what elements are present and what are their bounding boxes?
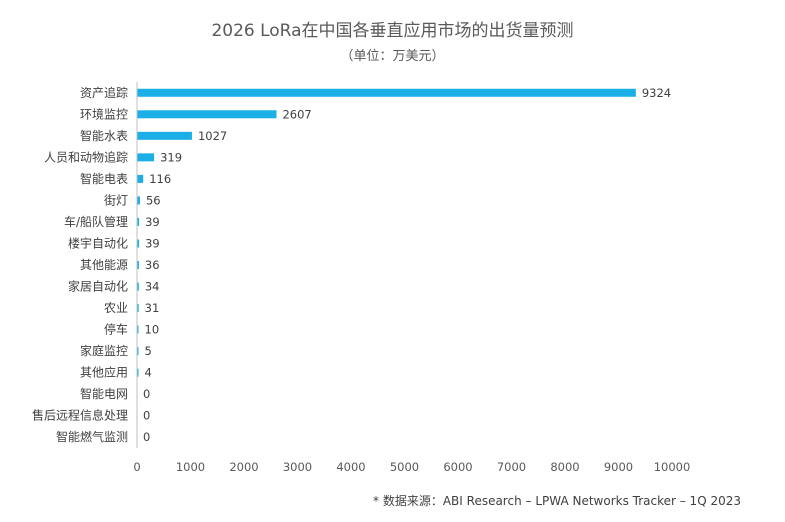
bar — [137, 282, 139, 291]
bar — [137, 217, 140, 226]
data-label: 1027 — [198, 129, 227, 143]
category-label: 农业 — [104, 301, 128, 315]
category-label: 楼宇自动化 — [68, 235, 128, 250]
x-tick-label: 7000 — [497, 460, 526, 474]
data-label: 10 — [145, 323, 160, 337]
category-label: 车/船队管理 — [64, 214, 128, 229]
bar — [137, 261, 139, 269]
bar — [137, 153, 155, 162]
bar — [137, 196, 140, 205]
x-tick-label: 8000 — [550, 460, 579, 474]
category-label: 售后远程信息处理 — [32, 408, 128, 423]
chart-subtitle: （单位：万美元） — [340, 49, 445, 64]
x-tick-label: 9000 — [604, 460, 633, 474]
data-label: 39 — [145, 236, 160, 250]
data-label: 39 — [145, 215, 160, 229]
data-label: 34 — [145, 280, 160, 294]
data-source-note: * 数据来源：ABI Research – LPWA Networks Trac… — [373, 494, 741, 508]
data-label: 0 — [143, 430, 150, 444]
bar — [137, 110, 277, 119]
data-label: 4 — [145, 366, 152, 380]
data-label: 56 — [146, 193, 161, 207]
data-label: 36 — [145, 258, 160, 272]
x-tick-label: 6000 — [443, 460, 472, 474]
bar — [137, 304, 139, 313]
data-label: 9324 — [642, 86, 671, 100]
bar — [137, 131, 192, 140]
category-label: 街灯 — [104, 193, 128, 207]
bar — [137, 368, 139, 377]
data-label: 5 — [145, 344, 152, 358]
data-label: 0 — [143, 409, 150, 423]
category-label: 资产追踪 — [80, 85, 128, 100]
x-tick-label: 0 — [133, 460, 140, 474]
data-label: 2607 — [282, 107, 311, 121]
bar — [137, 347, 139, 356]
x-tick-label: 4000 — [336, 460, 365, 474]
data-label: 116 — [149, 172, 171, 186]
category-label: 智能燃气监测 — [56, 429, 128, 444]
category-label: 智能电网 — [80, 386, 128, 401]
category-label: 智能电表 — [80, 171, 128, 186]
category-label: 环境监控 — [80, 106, 128, 121]
x-tick-label: 10000 — [654, 460, 691, 474]
category-label: 家庭监控 — [80, 343, 128, 358]
bar — [137, 239, 140, 248]
category-label: 其他能源 — [80, 258, 128, 272]
data-label: 0 — [143, 387, 150, 401]
x-tick-label: 1000 — [176, 460, 205, 474]
category-label: 人员和动物追踪 — [44, 149, 128, 164]
category-label: 家居自动化 — [68, 279, 128, 294]
category-label: 智能水表 — [80, 128, 128, 143]
category-label: 其他应用 — [80, 365, 128, 380]
data-label: 319 — [160, 150, 182, 164]
category-label: 停车 — [104, 322, 128, 337]
bar — [137, 174, 144, 183]
bar — [137, 88, 636, 97]
x-tick-label: 5000 — [390, 460, 419, 474]
x-tick-label: 2000 — [229, 460, 258, 474]
chart-title: 2026 LoRa在中国各垂直应用市场的出货量预测 — [211, 21, 574, 41]
bar — [137, 325, 139, 334]
x-tick-label: 3000 — [283, 460, 312, 474]
data-label: 31 — [145, 301, 160, 315]
